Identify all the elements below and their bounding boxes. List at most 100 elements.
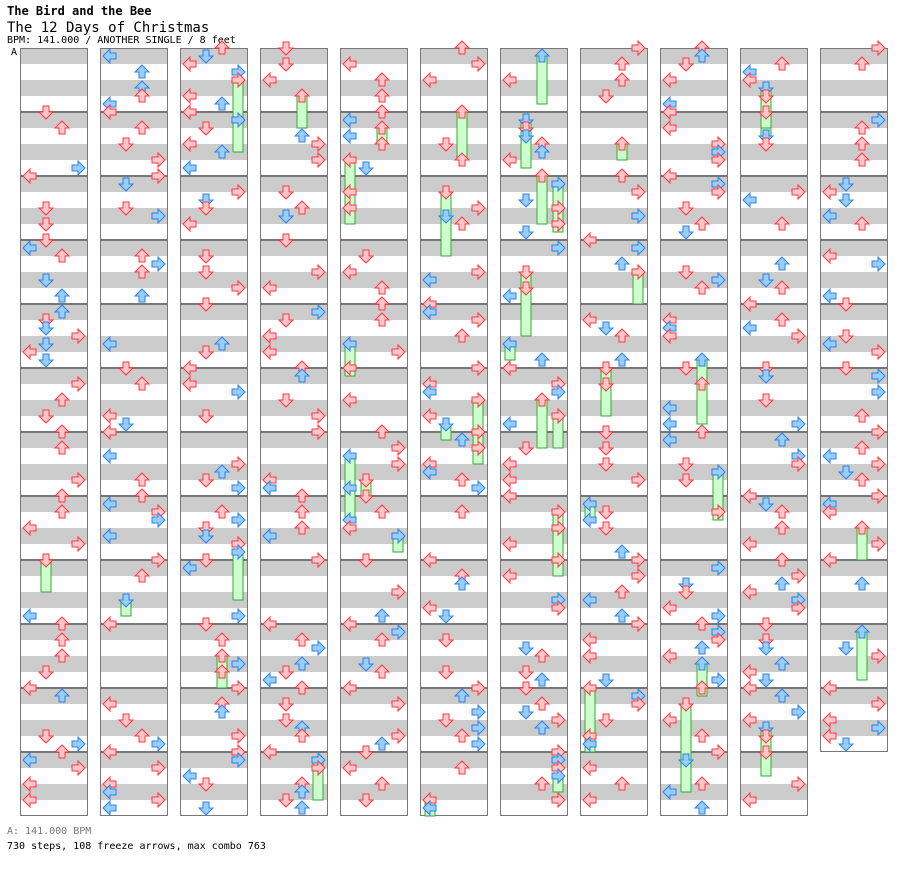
down-arrow-icon [837,465,855,480]
beat-stripe [580,688,648,704]
left-arrow-icon [182,135,197,153]
left-arrow-icon [662,415,677,433]
up-arrow-icon [533,392,551,407]
up-arrow-icon [53,488,71,503]
right-arrow-icon [71,735,86,753]
right-arrow-icon [391,527,406,545]
measure-box [580,432,648,496]
beat-stripe [340,80,408,96]
left-arrow-icon [182,359,197,377]
beat-stripe [580,464,648,480]
up-arrow-icon [133,88,151,103]
measure-box [180,624,248,688]
beat-stripe [660,144,728,160]
right-arrow-icon [551,711,566,729]
up-arrow-icon [133,288,151,303]
right-arrow-icon [631,239,646,257]
down-arrow-icon [437,185,455,200]
beat-stripe [500,720,568,736]
right-arrow-icon [151,167,166,185]
up-arrow-icon [773,688,791,703]
beat-stripe [820,208,888,224]
beat-stripe [340,208,408,224]
up-arrow-icon [773,504,791,519]
measure-box [100,624,168,688]
beat-stripe [20,304,88,320]
artist-name: The Bird and the Bee [7,4,152,18]
beat-stripe [180,208,248,224]
beat-stripe [180,688,248,704]
beat-stripe [260,720,328,736]
up-arrow-icon [53,392,71,407]
up-arrow-icon [373,504,391,519]
right-arrow-icon [711,671,726,689]
up-arrow-icon [693,776,711,791]
down-arrow-icon [757,673,775,688]
up-arrow-icon [693,280,711,295]
measure-box [420,176,488,240]
down-arrow-icon [757,129,775,144]
down-arrow-icon [277,313,295,328]
left-arrow-icon [102,799,117,817]
up-arrow-icon [293,656,311,671]
measure-box [580,240,648,304]
measure-box [260,752,328,816]
up-arrow-icon [53,424,71,439]
beat-stripe [260,528,328,544]
right-arrow-icon [871,255,886,273]
beat-stripe [100,464,168,480]
beat-stripe [660,528,728,544]
down-arrow-icon [757,497,775,512]
beat-stripe [660,592,728,608]
chart-meta: BPM: 141.000 / ANOTHER SINGLE / 8 feet [7,35,236,46]
measure-box [260,112,328,176]
down-arrow-icon [37,353,55,368]
right-arrow-icon [71,471,86,489]
up-arrow-icon [693,352,711,367]
left-arrow-icon [742,583,757,601]
right-arrow-icon [871,695,886,713]
left-arrow-icon [342,759,357,777]
left-arrow-icon [822,247,837,265]
measure-box [420,304,488,368]
up-arrow-icon [773,256,791,271]
right-arrow-icon [631,471,646,489]
measure-box [260,432,328,496]
down-arrow-icon [597,505,615,520]
freeze-arrow [696,359,708,425]
beat-stripe [20,400,88,416]
right-arrow-icon [311,551,326,569]
measure-box [180,176,248,240]
down-arrow-icon [357,793,375,808]
up-arrow-icon [373,664,391,679]
measure-box [740,176,808,240]
beat-stripe [260,432,328,448]
beat-stripe [340,48,408,64]
step-chart [20,39,888,817]
up-arrow-icon [133,376,151,391]
beat-stripe [180,720,248,736]
up-arrow-icon [373,296,391,311]
beat-stripe [420,528,488,544]
right-arrow-icon [791,183,806,201]
beat-stripe [580,496,648,512]
up-arrow-icon [533,696,551,711]
left-arrow-icon [102,783,117,801]
down-arrow-icon [37,321,55,336]
up-arrow-icon [213,144,231,159]
up-arrow-icon [293,520,311,535]
down-arrow-icon [37,105,55,120]
down-arrow-icon [37,201,55,216]
measure-box [100,176,168,240]
down-arrow-icon [277,665,295,680]
beat-stripe [340,496,408,512]
right-arrow-icon [231,279,246,297]
measure-box [420,368,488,432]
beat-stripe [420,400,488,416]
left-arrow-icon [182,103,197,121]
beat-stripe [500,304,568,320]
beat-stripe [340,560,408,576]
left-arrow-icon [22,791,37,809]
beat-stripe [420,304,488,320]
measure-box [820,368,888,432]
